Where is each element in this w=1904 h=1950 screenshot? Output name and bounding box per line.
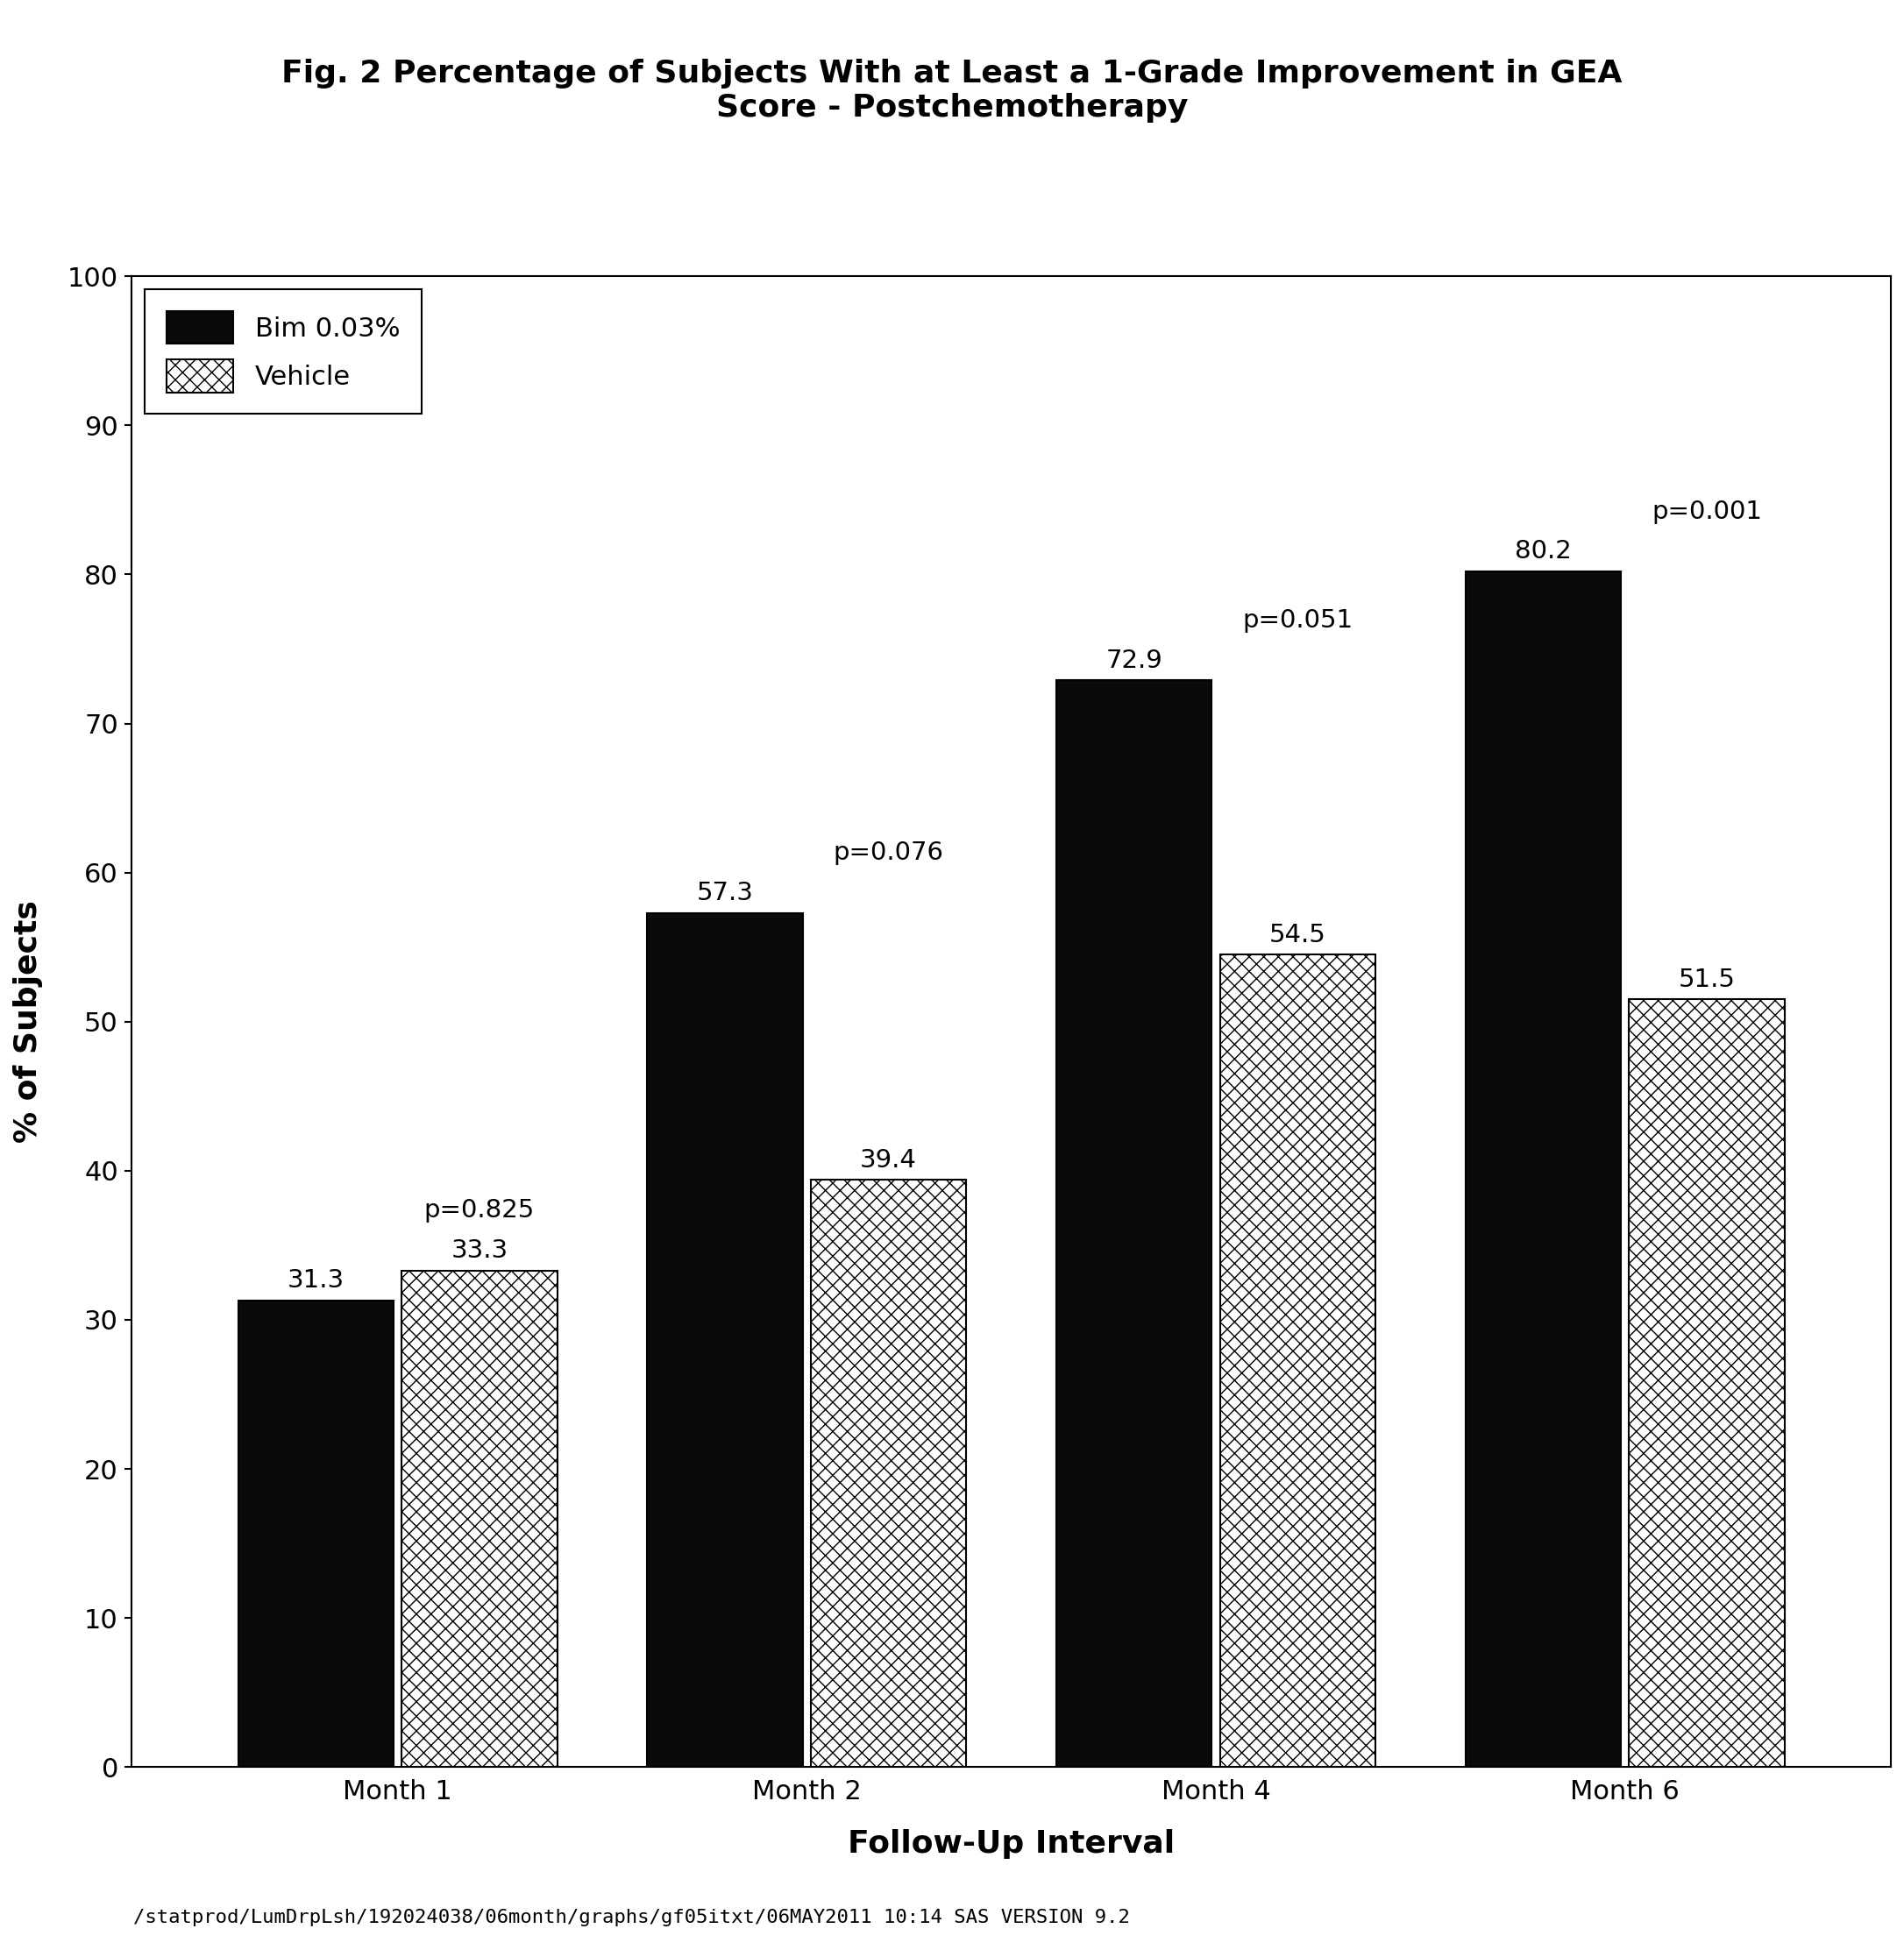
- Y-axis label: % of Subjects: % of Subjects: [13, 901, 44, 1143]
- Bar: [647, 913, 803, 1767]
- Text: p=0.051: p=0.051: [1241, 608, 1354, 632]
- Text: p=0.076: p=0.076: [834, 840, 944, 866]
- Bar: [1630, 998, 1784, 1767]
- Bar: [402, 1271, 558, 1767]
- X-axis label: Follow-Up Interval: Follow-Up Interval: [847, 1829, 1175, 1858]
- Text: 51.5: 51.5: [1677, 967, 1735, 993]
- Text: 57.3: 57.3: [697, 881, 754, 905]
- Text: /statprod/LumDrpLsh/192024038/06month/graphs/gf05itxt/06MAY2011 10:14 SAS VERSIO: /statprod/LumDrpLsh/192024038/06month/gr…: [133, 1909, 1129, 1927]
- Legend: Bim 0.03%, Vehicle: Bim 0.03%, Vehicle: [145, 291, 421, 413]
- Text: Fig. 2 Percentage of Subjects With at Least a 1-Grade Improvement in GEA
Score -: Fig. 2 Percentage of Subjects With at Le…: [282, 58, 1622, 123]
- Bar: [811, 1180, 965, 1767]
- Text: p=0.001: p=0.001: [1651, 499, 1761, 525]
- Text: 72.9: 72.9: [1106, 647, 1161, 673]
- Text: 39.4: 39.4: [861, 1149, 918, 1172]
- Text: 54.5: 54.5: [1270, 922, 1325, 948]
- Text: 33.3: 33.3: [451, 1238, 508, 1264]
- Text: 31.3: 31.3: [288, 1268, 345, 1293]
- Bar: [238, 1301, 394, 1767]
- Text: 80.2: 80.2: [1516, 540, 1571, 564]
- Text: p=0.825: p=0.825: [425, 1199, 535, 1223]
- Bar: [1220, 956, 1375, 1767]
- Bar: [1057, 681, 1211, 1767]
- Bar: [1466, 571, 1620, 1767]
